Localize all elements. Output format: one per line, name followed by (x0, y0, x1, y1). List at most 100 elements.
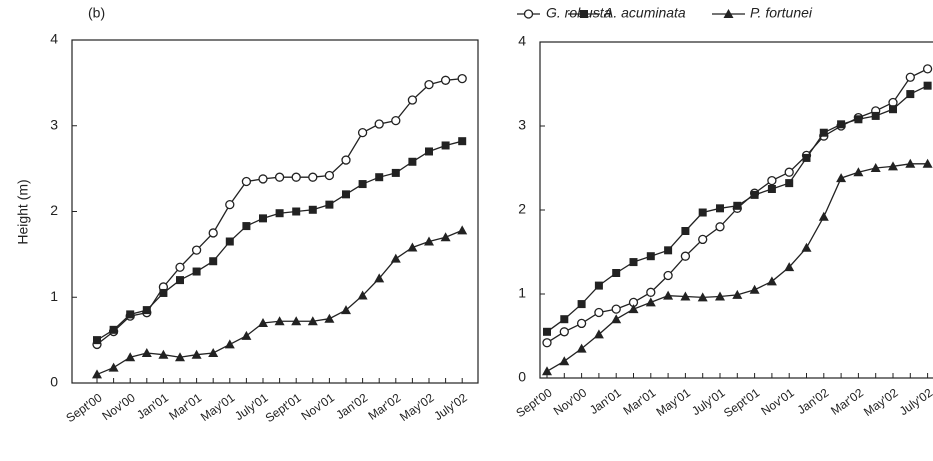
point (836, 173, 847, 183)
point (391, 168, 400, 177)
point (241, 330, 252, 340)
point (158, 349, 169, 359)
x-tick-label: Sept'00 (513, 385, 554, 420)
point (681, 227, 690, 235)
x-tick-label: Mar'01 (621, 385, 659, 417)
point (889, 105, 897, 114)
series-line (96, 229, 463, 376)
point (888, 161, 898, 171)
point (458, 137, 467, 146)
point (922, 158, 933, 168)
x-tick-label: Mar'02 (828, 385, 866, 417)
point (593, 329, 604, 339)
point (292, 207, 301, 216)
point (646, 287, 656, 297)
point (274, 172, 285, 182)
point (209, 257, 218, 266)
panel-label: (b) (88, 5, 105, 21)
x-tick-label: Mar'02 (366, 390, 404, 422)
point (749, 284, 760, 294)
point (342, 190, 350, 199)
series-line (546, 163, 928, 372)
point (802, 153, 811, 162)
point (225, 199, 235, 210)
x-tick-label: Jan'02 (795, 385, 832, 417)
point (108, 362, 119, 372)
point (716, 204, 724, 213)
point (308, 172, 318, 182)
point (697, 292, 708, 302)
point (407, 95, 418, 105)
y-tick-label: 1 (50, 288, 58, 304)
point (766, 276, 777, 286)
point (611, 304, 621, 314)
point (698, 234, 708, 245)
point (698, 208, 707, 217)
point (542, 338, 552, 348)
point (629, 258, 638, 267)
point (159, 288, 168, 297)
point (854, 115, 863, 124)
point (457, 225, 468, 235)
point (325, 200, 334, 209)
point (307, 316, 318, 326)
point (440, 75, 451, 85)
point (341, 305, 351, 315)
x-tick-label: May'01 (198, 390, 238, 424)
point (663, 290, 674, 300)
point (208, 347, 219, 357)
point (375, 173, 384, 182)
point (680, 251, 691, 261)
x-tick-label: Nov'01 (758, 385, 797, 418)
point (142, 306, 151, 315)
point (341, 155, 351, 165)
point (92, 369, 102, 379)
point (191, 349, 202, 359)
point (750, 190, 759, 199)
x-tick-label: May'02 (861, 385, 901, 419)
point (733, 201, 742, 210)
point (424, 79, 434, 90)
point (241, 176, 252, 187)
point (594, 281, 603, 290)
point (543, 327, 551, 336)
point (819, 128, 828, 137)
point (905, 158, 916, 168)
point (391, 115, 401, 126)
point (784, 262, 795, 272)
point (126, 310, 135, 319)
point (784, 167, 794, 177)
point (258, 317, 268, 327)
point (324, 170, 335, 181)
point (560, 315, 569, 324)
point (425, 147, 433, 156)
point (242, 222, 251, 231)
x-tick-label: July'02 (897, 385, 933, 418)
point (767, 175, 777, 186)
point (358, 180, 367, 189)
point (390, 253, 401, 263)
point (559, 356, 570, 366)
point (259, 214, 267, 223)
point (424, 236, 434, 246)
point (576, 318, 587, 329)
x-tick-label: Nov'01 (299, 390, 338, 423)
point (594, 307, 604, 318)
point (906, 90, 915, 99)
point (440, 232, 451, 242)
y-tick-label: 4 (50, 31, 58, 47)
y-tick-label: 4 (518, 33, 526, 49)
y-tick-label: 1 (518, 285, 526, 301)
point (785, 179, 794, 188)
y-tick-label: 3 (50, 116, 58, 132)
point (291, 316, 302, 326)
y-tick-label: 2 (50, 202, 58, 218)
point (457, 73, 467, 84)
point (664, 246, 673, 255)
x-tick-label: Sept'01 (263, 390, 304, 425)
point (663, 270, 673, 281)
point (175, 352, 185, 362)
point (646, 252, 655, 261)
point (853, 167, 864, 177)
